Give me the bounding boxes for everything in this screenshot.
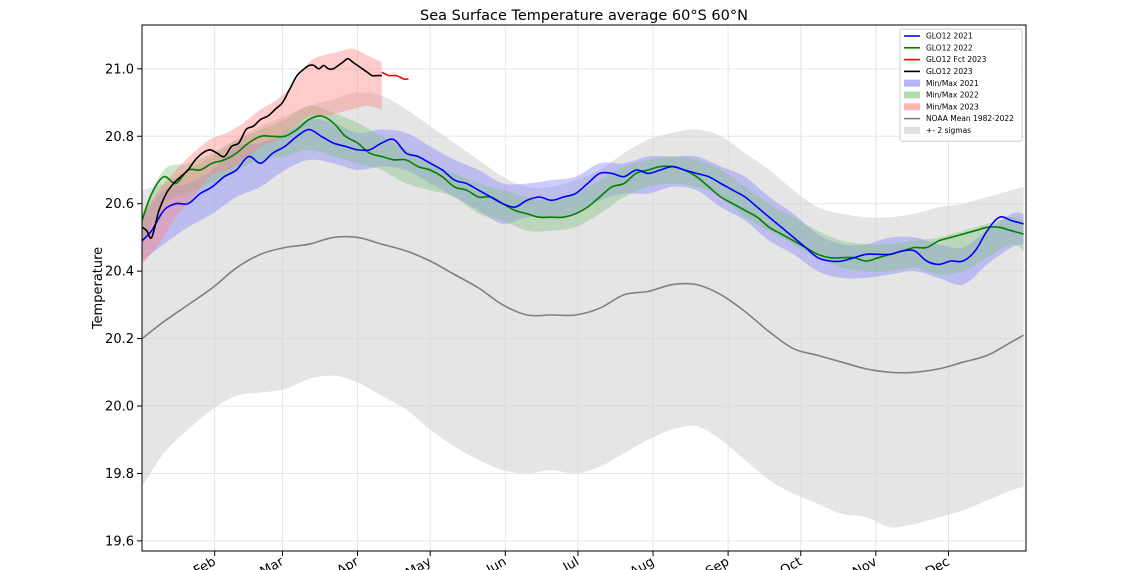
x-tick-label-mar: Mar (258, 554, 287, 570)
x-tick-label-dec: Dec (923, 554, 952, 570)
chart-title: Sea Surface Temperature average 60°S 60°… (420, 8, 748, 24)
x-tick-label-oct: Oct (778, 554, 805, 570)
y-tick-label-20-2: 20.2 (105, 332, 134, 347)
plot-area: 19.6 19.8 20.0 20.2 20.4 20.6 20.8 21.0 Feb Mar Ap… (105, 24, 1027, 570)
x-tick-label-feb: Feb (191, 554, 218, 570)
x-tick-label-sep: Sep (703, 554, 732, 570)
legend-label-min-max-2023: Min/Max 2023 (926, 102, 979, 111)
line-glo12-2022 (142, 115, 1024, 262)
x-tick-label-aug: Aug (628, 554, 657, 570)
band-2-sigmas (142, 92, 1024, 528)
legend-label-glo12-2021: GLO12 2021 (926, 32, 973, 41)
axes-frame (141, 24, 1027, 552)
x-tick-label-jul: Jul (560, 554, 582, 570)
legend-label-glo12-2023: GLO12 2023 (926, 67, 973, 76)
y-axis-label: Temperature (91, 247, 106, 330)
x-tick-label-nov: Nov (850, 554, 880, 570)
legend-label-glo12-2022: GLO12 2022 (926, 43, 973, 52)
legend-swatch-min-max-2021 (904, 79, 920, 87)
y-tick-label-20-6: 20.6 (105, 197, 134, 212)
legend-swatch-2-sigmas (904, 126, 920, 134)
y-tick-label-20-8: 20.8 (105, 130, 134, 145)
legend-label-glo12-fct-2023: GLO12 Fct 2023 (926, 55, 987, 64)
y-tick-label-19-8: 19.8 (105, 467, 134, 482)
line-noaa-mean-1982-2022 (142, 235, 1024, 374)
y-tick-label-20-0: 20.0 (105, 400, 134, 415)
legend-swatch-min-max-2023 (904, 103, 920, 111)
legend: GLO12 2021 GLO12 2022 GLO12 Fct 2023 GLO12 … (899, 28, 1023, 142)
legend-swatch-min-max-2022 (904, 91, 920, 99)
x-tick-label-jun: Jun (483, 554, 509, 570)
series-group (142, 48, 1024, 528)
y-tick-label-21-0: 21.0 (105, 62, 134, 77)
line-glo12-2021 (142, 128, 1024, 266)
legend-label-noaa-mean-1982-2022: NOAA Mean 1982-2022 (926, 114, 1014, 123)
legend-box (899, 28, 1023, 142)
line-glo12-fct-2023 (381, 71, 409, 80)
line-glo12-2023 (142, 57, 382, 239)
y-tick-label-20-4: 20.4 (105, 265, 134, 280)
band-min-max-2021 (142, 118, 1024, 286)
x-tick-label-apr: Apr (335, 554, 363, 570)
band-min-max-2023 (142, 48, 382, 265)
legend-label-2-sigmas: +- 2 sigmas (926, 126, 971, 135)
legend-label-min-max-2022: Min/Max 2022 (926, 91, 979, 100)
legend-label-min-max-2021: Min/Max 2021 (926, 79, 979, 88)
x-tick-label-may: May (403, 554, 434, 570)
y-tick-label-19-6: 19.6 (105, 534, 134, 549)
